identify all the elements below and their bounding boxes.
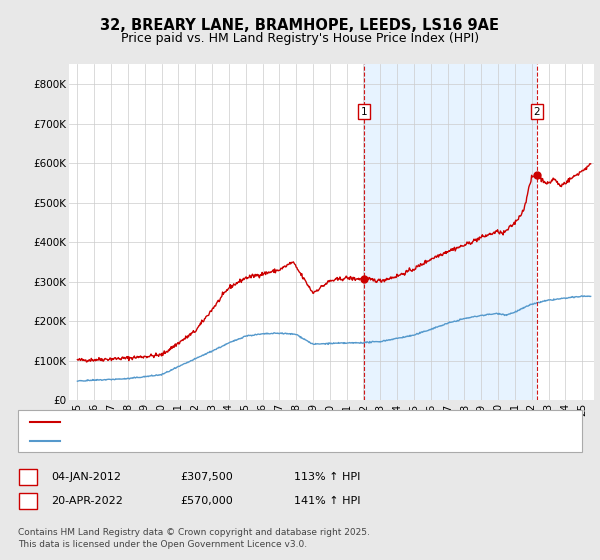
Text: 04-JAN-2012: 04-JAN-2012 — [51, 472, 121, 482]
Text: Contains HM Land Registry data © Crown copyright and database right 2025.
This d: Contains HM Land Registry data © Crown c… — [18, 528, 370, 549]
Text: 1: 1 — [25, 472, 32, 482]
Text: 32, BREARY LANE, BRAMHOPE, LEEDS, LS16 9AE: 32, BREARY LANE, BRAMHOPE, LEEDS, LS16 9… — [101, 18, 499, 32]
Text: 32, BREARY LANE, BRAMHOPE, LEEDS, LS16 9AE (semi-detached house): 32, BREARY LANE, BRAMHOPE, LEEDS, LS16 9… — [69, 417, 472, 427]
Text: 113% ↑ HPI: 113% ↑ HPI — [294, 472, 361, 482]
Bar — [364, 64, 537, 400]
Text: 1: 1 — [361, 107, 367, 117]
Text: 20-APR-2022: 20-APR-2022 — [51, 496, 123, 506]
Text: £307,500: £307,500 — [180, 472, 233, 482]
Text: 2: 2 — [533, 107, 540, 117]
Text: Price paid vs. HM Land Registry's House Price Index (HPI): Price paid vs. HM Land Registry's House … — [121, 31, 479, 45]
Text: HPI: Average price, semi-detached house, Leeds: HPI: Average price, semi-detached house,… — [69, 436, 338, 446]
Text: 2: 2 — [25, 496, 32, 506]
Text: £570,000: £570,000 — [180, 496, 233, 506]
Text: 141% ↑ HPI: 141% ↑ HPI — [294, 496, 361, 506]
